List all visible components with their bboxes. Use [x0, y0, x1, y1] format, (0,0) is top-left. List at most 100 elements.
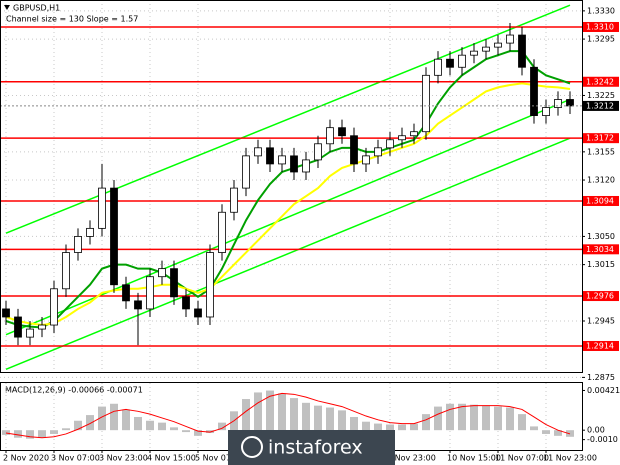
macd-bar: [482, 405, 490, 431]
x-tick-label: 3 Nov 07:00: [51, 454, 100, 463]
macd-bar: [506, 407, 514, 431]
candle-body: [542, 107, 550, 116]
macd-bar: [386, 424, 394, 431]
candle-body: [182, 296, 190, 310]
level-label: 1.2976: [586, 292, 614, 301]
level-label: 1.2914: [586, 341, 614, 350]
candle-body: [26, 328, 34, 338]
macd-bar: [494, 406, 502, 431]
macd-bar: [62, 428, 70, 431]
macd-bar: [194, 430, 202, 436]
level-label-bg: [583, 340, 619, 351]
macd-bar: [218, 422, 226, 431]
y-tick-label: 1.3155: [587, 147, 615, 156]
macd-bar: [2, 430, 10, 435]
macd-bar: [146, 420, 154, 431]
level-label: 1.3310: [586, 22, 614, 31]
candle-body: [2, 308, 10, 318]
level-label-bg: [583, 76, 619, 87]
candle-body: [134, 300, 142, 310]
candle-body: [410, 131, 418, 137]
x-tick-label: 11 Nov 07:00: [495, 454, 549, 463]
candle-body: [422, 74, 430, 133]
macd-bar: [362, 421, 370, 431]
x-tick-label: 4 Nov 15:00: [147, 454, 196, 463]
level-label: 1.3094: [586, 196, 614, 205]
level-label-bg: [583, 21, 619, 32]
macd-bar: [530, 426, 538, 431]
macd-bar: [86, 415, 94, 431]
macd-bar: [398, 424, 406, 431]
watermark-icon: [241, 436, 263, 458]
chart-title: GBPUSD,H1: [13, 4, 60, 13]
y-tick-label: 1.3120: [587, 176, 615, 185]
macd-title: MACD(12,26,9) -0.00066 -0.00071: [5, 386, 143, 395]
macd-bar: [542, 430, 550, 434]
x-tick-label: 9 Nov 23:00: [387, 454, 436, 463]
candle-body: [554, 99, 562, 108]
candle-body: [506, 34, 514, 44]
macd-bar: [434, 406, 442, 431]
macd-tick-label: 0.00: [587, 426, 605, 435]
candle-body: [218, 211, 226, 253]
candle-body: [434, 58, 442, 76]
candle-body: [398, 135, 406, 141]
level-label-bg: [583, 291, 619, 302]
candle-body: [566, 99, 574, 107]
macd-bar: [518, 414, 526, 431]
price-panel: [0, 0, 582, 378]
macd-bar: [314, 405, 322, 431]
macd-bar: [134, 416, 142, 431]
macd-bar: [98, 406, 106, 431]
macd-bar: [26, 430, 34, 439]
y-tick-label: 1.2945: [587, 317, 615, 326]
level-label-bg: [583, 133, 619, 144]
watermark-bg: [228, 430, 395, 465]
candle-body: [194, 308, 202, 318]
macd-bar: [470, 404, 478, 431]
candle-body: [362, 155, 370, 165]
candle-body: [302, 159, 310, 173]
level-label: 1.3034: [586, 245, 614, 254]
macd-signal: [5, 392, 571, 439]
x-tick-label: 3 Nov 23:00: [99, 454, 148, 463]
candle-body: [14, 316, 22, 338]
macd-bar: [50, 430, 58, 434]
y-tick-label: 1.3225: [587, 91, 615, 100]
subtitle: Channel size = 130 Slope = 1.57: [6, 15, 138, 24]
macd-bar: [554, 430, 562, 436]
level-label-bg: [583, 195, 619, 206]
macd-bar: [14, 430, 22, 438]
candle-body: [50, 288, 58, 326]
title-icon: [4, 5, 10, 10]
candle-body: [230, 187, 238, 213]
x-tick-label: 11 Nov 23:00: [543, 454, 597, 463]
level-label-bg: [583, 244, 619, 255]
channel-line: [5, 137, 571, 371]
candle-body: [470, 50, 478, 56]
macd-bar: [290, 398, 298, 431]
macd-bar: [338, 410, 346, 431]
candle-body: [242, 155, 250, 189]
macd-bar: [410, 423, 418, 431]
macd-bar: [446, 403, 454, 431]
candle-body: [530, 66, 538, 116]
candle-body: [122, 284, 130, 302]
candle-body: [314, 143, 322, 161]
moving-average: [5, 82, 571, 327]
macd-bar: [170, 427, 178, 431]
macd-bar: [38, 430, 46, 438]
macd-bar: [422, 414, 430, 431]
candle-body: [206, 252, 214, 318]
macd-bar: [374, 423, 382, 431]
candle-body: [170, 268, 178, 298]
candle-body: [338, 127, 346, 137]
y-tick-label: 1.3330: [587, 6, 615, 15]
candle-body: [458, 54, 466, 68]
y-tick-label: 1.3050: [587, 232, 615, 241]
candle-body: [386, 139, 394, 149]
macd-bar: [110, 403, 118, 431]
current-price-label: 1.3212: [586, 101, 614, 110]
macd-bar: [350, 416, 358, 431]
